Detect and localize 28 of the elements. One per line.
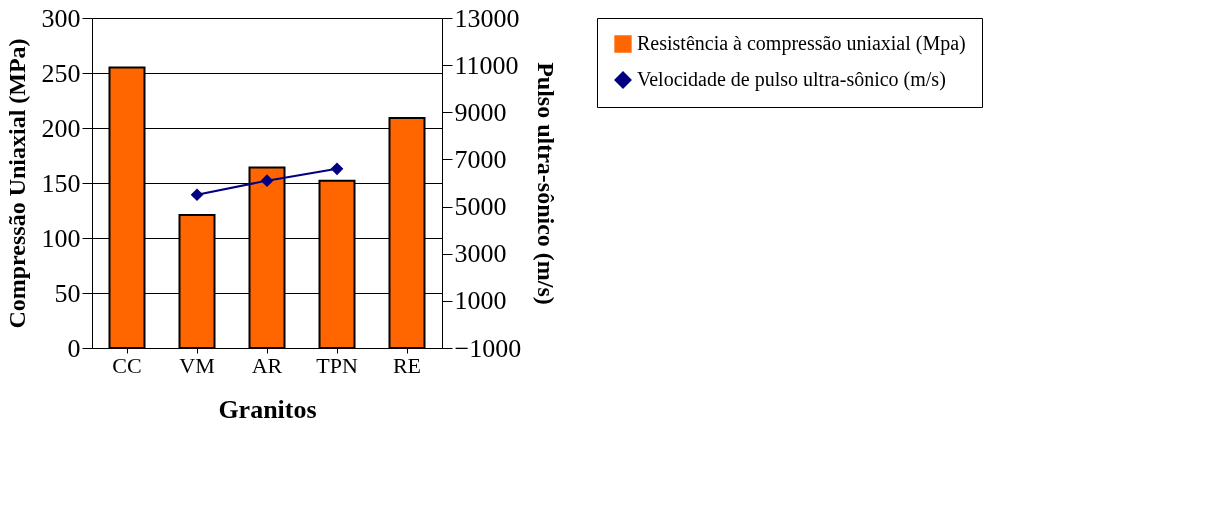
x-tick-label: VM: [179, 352, 215, 378]
x-axis-title: Granitos: [218, 394, 317, 424]
y2-axis-title: Pulso ultra-sônico (m/s): [533, 62, 560, 305]
y-tick-label: 50: [54, 278, 81, 308]
y2-tick-label: 1000: [454, 286, 507, 316]
point: [260, 174, 274, 187]
point: [330, 162, 344, 176]
y-axis-title: Compressão Uniaxial (MPa): [3, 38, 30, 329]
y2-tick-label: 11000: [454, 50, 519, 80]
y-tick-label: 100: [41, 223, 81, 253]
y-tick-label: 150: [41, 168, 81, 198]
y-tick-label: 300: [41, 3, 81, 33]
y2-tick-label: −1000: [454, 333, 522, 363]
legend-label: Velocidade de pulso ultra-sônico (m/s): [637, 68, 946, 91]
y2-tick-label: 3000: [454, 239, 507, 269]
legend-label: Resistência à compressão uniaxial (Mpa): [637, 32, 966, 55]
x-tick-label: CC: [112, 352, 142, 378]
y2-tick-label: 7000: [454, 144, 507, 174]
y2-tick-label: 9000: [454, 97, 507, 127]
y-tick-label: 200: [41, 113, 81, 143]
x-tick-label: RE: [392, 352, 422, 378]
x-tick-label: TPN: [316, 352, 358, 378]
x-tick-label: AR: [251, 352, 283, 378]
y2-tick-label: 5000: [454, 192, 507, 222]
y2-tick-label: 13000: [454, 3, 520, 33]
y-tick-label: 250: [41, 58, 81, 88]
point: [190, 188, 204, 202]
y-tick-label: 0: [67, 333, 81, 363]
